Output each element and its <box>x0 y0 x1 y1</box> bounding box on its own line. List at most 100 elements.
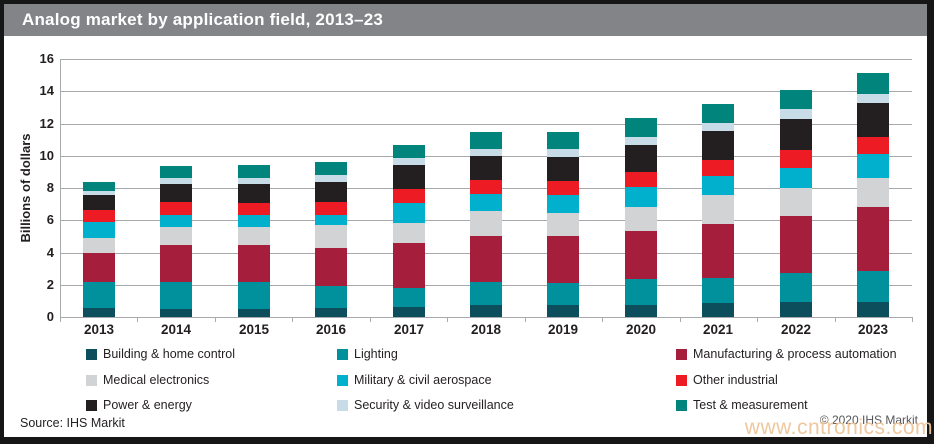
stacked-bar-2023 <box>857 72 889 317</box>
legend-item: Other industrial <box>676 374 778 387</box>
stacked-bar-2013 <box>83 181 115 317</box>
stacked-bar-2018 <box>470 132 502 317</box>
bar-segment <box>780 272 812 302</box>
legend-item: Power & energy <box>86 399 192 412</box>
stacked-bar-2022 <box>780 89 812 317</box>
x-tick-label-2018: 2018 <box>470 322 502 337</box>
bar-segment <box>315 175 347 183</box>
top-border <box>0 0 934 4</box>
bar-segment <box>857 72 889 94</box>
plot-area <box>60 59 912 317</box>
bar-segment <box>625 117 657 138</box>
legend-item: Medical electronics <box>86 374 209 387</box>
stacked-bar-2020 <box>625 117 657 317</box>
bar-segment <box>315 182 347 202</box>
bar-segment <box>780 167 812 189</box>
bar-segment <box>857 271 889 302</box>
bar-segment <box>160 178 192 185</box>
bar-segment <box>393 242 425 289</box>
bar-segment <box>780 118 812 151</box>
bar-segment <box>315 248 347 286</box>
bar-segment <box>315 162 347 176</box>
y-tick-label-4: 4 <box>46 245 54 260</box>
bar-segment <box>547 180 579 196</box>
bar-segment <box>160 214 192 227</box>
bar-segment <box>315 201 347 215</box>
stacked-bar-2017 <box>393 145 425 317</box>
bar-segment <box>160 282 192 309</box>
legend-item: Security & video surveillance <box>337 399 514 412</box>
bar-segment <box>857 154 889 178</box>
x-axis-tick <box>757 317 758 322</box>
bar-segment <box>547 195 579 213</box>
legend-label: Other industrial <box>693 373 778 387</box>
bar-segment <box>702 104 734 123</box>
bar-segment <box>857 102 889 137</box>
bar-segment <box>780 150 812 168</box>
bar-segment <box>702 278 734 304</box>
stacked-bar-2016 <box>315 162 347 317</box>
bar-segment <box>857 206 889 272</box>
right-border <box>927 0 934 437</box>
bar-segment <box>702 176 734 196</box>
bar-segment <box>238 202 270 215</box>
legend-label: Test & measurement <box>693 398 808 412</box>
legend-label: Manufacturing & process automation <box>693 347 897 361</box>
bar-segment <box>702 303 734 317</box>
bar-segment <box>780 216 812 273</box>
x-tick-label-2017: 2017 <box>393 322 425 337</box>
bar-segment <box>83 282 115 309</box>
bar-segment <box>857 136 889 155</box>
y-tick-label-0: 0 <box>46 309 54 324</box>
bar-segment <box>702 195 734 225</box>
x-axis-line <box>60 317 912 318</box>
copyright-note: © 2020 IHS Markit <box>819 413 918 427</box>
bar-segment <box>547 283 579 305</box>
bar-segment <box>780 89 812 110</box>
gridline-14 <box>60 91 912 92</box>
x-axis-tick <box>215 317 216 322</box>
bar-segment <box>857 93 889 103</box>
bar-segment <box>315 285 347 309</box>
bottom-border <box>0 437 934 444</box>
bar-segment <box>702 122 734 131</box>
bar-segment <box>547 132 579 150</box>
bar-segment <box>315 308 347 317</box>
x-tick-label-2016: 2016 <box>315 322 347 337</box>
legend-item: Lighting <box>337 348 398 361</box>
bar-segment <box>547 304 579 317</box>
legend-label: Medical electronics <box>103 373 210 387</box>
bar-segment <box>238 308 270 317</box>
y-tick-label-10: 10 <box>39 148 54 163</box>
x-tick-label-2014: 2014 <box>160 322 192 337</box>
y-tick-label-12: 12 <box>39 116 54 131</box>
bar-segment <box>160 308 192 317</box>
bar-segment <box>238 282 270 309</box>
bar-segment <box>547 235 579 284</box>
legend-swatch-icon <box>676 400 687 411</box>
bar-segment <box>238 177 270 185</box>
bar-segment <box>238 184 270 203</box>
bar-segment <box>625 230 657 280</box>
x-axis-tick <box>292 317 293 322</box>
bar-segment <box>393 222 425 243</box>
bar-segment <box>83 252 115 283</box>
bar-segment <box>470 193 502 212</box>
bar-segment <box>702 130 734 160</box>
y-axis-line <box>60 59 61 317</box>
x-tick-label-2022: 2022 <box>780 322 812 337</box>
x-tick-label-2021: 2021 <box>702 322 734 337</box>
legend-item: Manufacturing & process automation <box>676 348 897 361</box>
x-axis-tick <box>680 317 681 322</box>
legend-swatch-icon <box>337 349 348 360</box>
bar-segment <box>160 201 192 215</box>
x-axis-tick <box>835 317 836 322</box>
bar-segment <box>160 245 192 283</box>
y-tick-label-8: 8 <box>46 180 54 195</box>
bar-segment <box>470 304 502 317</box>
bar-segment <box>625 171 657 188</box>
bar-segment <box>470 211 502 236</box>
bar-segment <box>702 159 734 177</box>
stacked-bar-2015 <box>238 165 270 317</box>
gridline-16 <box>60 59 912 60</box>
